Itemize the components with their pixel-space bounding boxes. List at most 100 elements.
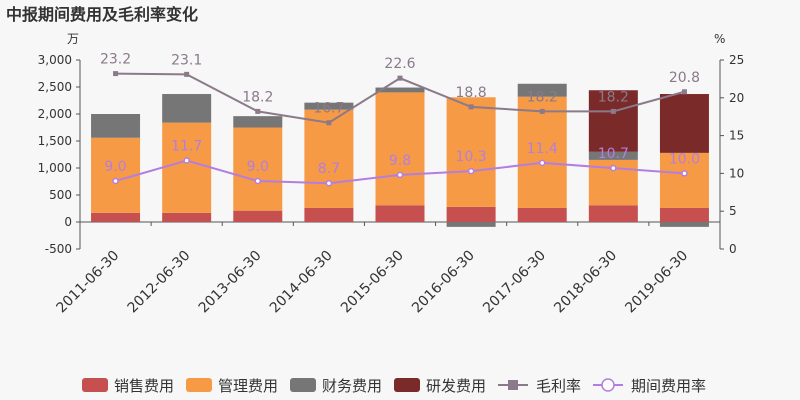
line-point-marker: [254, 177, 262, 185]
bar-segment: [304, 102, 354, 110]
bar-segment: [588, 90, 638, 152]
left-axis-tick-label: 1,500: [38, 134, 72, 148]
x-axis-tick-label: 2018-06-30: [551, 248, 620, 317]
line-point-marker: [183, 157, 190, 164]
line-point-marker: [325, 179, 333, 187]
left-axis-tick-label: 3,000: [38, 53, 72, 67]
legend-swatch: [82, 378, 108, 392]
data-label: 22.6: [384, 56, 415, 72]
line-point-marker: [184, 71, 190, 77]
legend-item: 期间费用率: [593, 377, 706, 395]
bar-segment: [91, 114, 141, 138]
legend-swatch: [186, 378, 212, 392]
line-point-marker: [681, 170, 688, 177]
line-point-marker: [255, 108, 261, 114]
legend: 销售费用 管理费用 财务费用 研发费用 毛利率 期间费用率: [82, 377, 706, 395]
legend-item: 销售费用: [82, 377, 174, 395]
data-label: 11.7: [171, 139, 202, 155]
line-point-marker: [681, 89, 687, 95]
line-point-marker: [467, 167, 475, 175]
right-axis-tick-label: 5: [729, 204, 737, 218]
legend-swatch: [394, 378, 420, 392]
line-point-marker: [539, 108, 545, 114]
line-point-marker: [326, 120, 332, 126]
bar-layer: [91, 83, 709, 227]
data-label: 20.8: [669, 70, 700, 86]
legend-label: 销售费用: [114, 377, 174, 395]
data-label: 10.7: [598, 146, 629, 162]
legend-label: 毛利率: [536, 377, 581, 395]
right-axis-unit: %: [714, 32, 725, 46]
line-point-marker: [468, 104, 474, 110]
data-label: 10.3: [456, 149, 487, 165]
legend-item: 毛利率: [498, 377, 581, 395]
bar-segment: [446, 206, 496, 222]
bar-segment: [375, 92, 425, 206]
data-label: 23.2: [100, 52, 131, 68]
data-label: 10.0: [669, 151, 700, 167]
line-point-marker: [112, 177, 119, 185]
bar-segment: [659, 94, 709, 153]
legend-label: 财务费用: [322, 377, 382, 395]
bar-segment: [446, 222, 496, 227]
bar-segment: [233, 116, 283, 128]
legend-label: 研发费用: [426, 377, 486, 395]
data-label: 9.8: [389, 153, 411, 169]
bar-segment: [446, 97, 496, 207]
bar-segment: [162, 212, 212, 222]
bar-segment: [659, 207, 709, 222]
right-axis-tick-label: 10: [729, 166, 744, 180]
line-point-marker: [610, 164, 617, 172]
bar-segment: [517, 207, 567, 222]
x-axis-tick-label: 2013-06-30: [196, 248, 265, 317]
x-axis-tick-label: 2011-06-30: [54, 248, 123, 317]
bar-segment: [517, 83, 567, 97]
data-label: 11.4: [527, 141, 558, 157]
right-axis-tick-label: 15: [729, 129, 744, 143]
legend-marker: [508, 380, 518, 390]
line-point-marker: [396, 171, 404, 179]
bar-segment: [659, 222, 709, 227]
bar-segment: [375, 87, 425, 93]
line-point-marker: [538, 159, 546, 167]
bar-segment: [162, 122, 212, 213]
x-axis-tick-label: 2015-06-30: [338, 248, 407, 317]
legend-item: 研发费用: [394, 377, 486, 395]
x-axis-tick-label: 2012-06-30: [125, 248, 194, 317]
legend-label: 管理费用: [218, 377, 278, 395]
data-label: 8.7: [318, 161, 340, 177]
x-axis-tick-label: 2017-06-30: [480, 248, 549, 317]
chart-title: 中报期间费用及毛利率变化: [6, 5, 198, 24]
data-label: 23.1: [171, 52, 202, 68]
x-axis-tick-label: 2016-06-30: [409, 248, 478, 317]
data-label-layer: 23.2 23.1 18.2 16.7 22.6 18.8 18.2 18.2 20.8 9.0 1…: [100, 52, 700, 178]
left-axis-unit: 万: [67, 32, 79, 46]
right-axis-tick-label: 25: [729, 53, 744, 67]
line-layer: [112, 71, 688, 187]
data-label: 18.2: [242, 89, 273, 105]
bar-segment: [233, 210, 283, 222]
bar-segment: [91, 212, 141, 222]
left-axis-tick-label: 500: [49, 188, 72, 202]
x-axis-tick-label: 2014-06-30: [267, 248, 336, 317]
left-axis-tick-label: -500: [45, 242, 72, 256]
data-label: 9.0: [104, 159, 126, 175]
bar-segment: [233, 127, 283, 211]
left-axis-tick-label: 0: [64, 215, 72, 229]
legend-item: 财务费用: [290, 377, 382, 395]
data-label: 9.0: [247, 159, 269, 175]
bar-segment: [517, 96, 567, 208]
x-axis-tick-label: 2019-06-30: [622, 248, 691, 317]
data-label: 18.8: [456, 85, 487, 101]
bar-segment: [304, 109, 354, 208]
legend-marker: [601, 378, 615, 392]
bar-segment: [375, 205, 425, 222]
data-label: 18.2: [598, 89, 629, 105]
legend-label: 期间费用率: [631, 377, 706, 395]
data-label: 18.2: [527, 89, 558, 105]
data-label: 16.7: [313, 101, 344, 117]
left-axis-tick-label: 2,500: [38, 80, 72, 94]
left-axis-tick-label: 1,000: [38, 161, 72, 175]
